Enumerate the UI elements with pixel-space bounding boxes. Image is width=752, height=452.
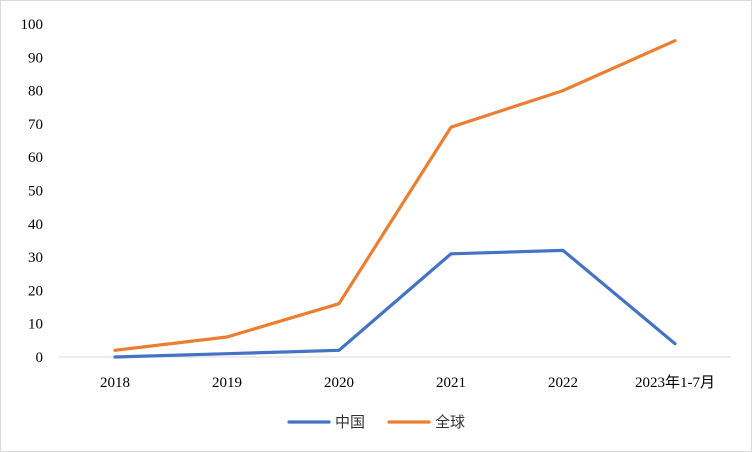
y-tick-label: 40 (28, 217, 43, 233)
x-tick-label: 2021 (436, 375, 466, 391)
legend-label-1: 全球 (435, 413, 465, 431)
y-tick-label: 100 (21, 17, 44, 33)
x-axis-ticks: 2018 2019 2020 2021 2022 2023年1-7月 (100, 374, 715, 391)
series-line-1 (113, 39, 677, 352)
x-tick-label: 2022 (548, 375, 578, 391)
y-tick-label: 0 (36, 350, 44, 366)
x-tick-label: 2020 (324, 375, 354, 391)
series-lines (113, 39, 677, 359)
x-tick-label: 2019 (212, 375, 242, 391)
y-tick-label: 30 (28, 250, 43, 266)
y-axis-ticks: 0 10 20 30 40 50 60 70 80 90 100 (21, 17, 44, 366)
y-tick-label: 90 (28, 50, 43, 66)
x-tick-label: 2018 (100, 375, 130, 391)
y-tick-label: 60 (28, 150, 43, 166)
series-line-0 (113, 248, 677, 359)
y-tick-label: 70 (28, 117, 43, 133)
y-tick-label: 80 (28, 84, 43, 100)
x-tick-label: 2023年1-7月 (635, 374, 715, 391)
y-tick-label: 10 (28, 317, 43, 333)
legend: 中国 全球 (287, 413, 465, 431)
legend-label-0: 中国 (335, 413, 365, 431)
y-tick-label: 20 (28, 283, 43, 299)
y-tick-label: 50 (28, 184, 43, 200)
